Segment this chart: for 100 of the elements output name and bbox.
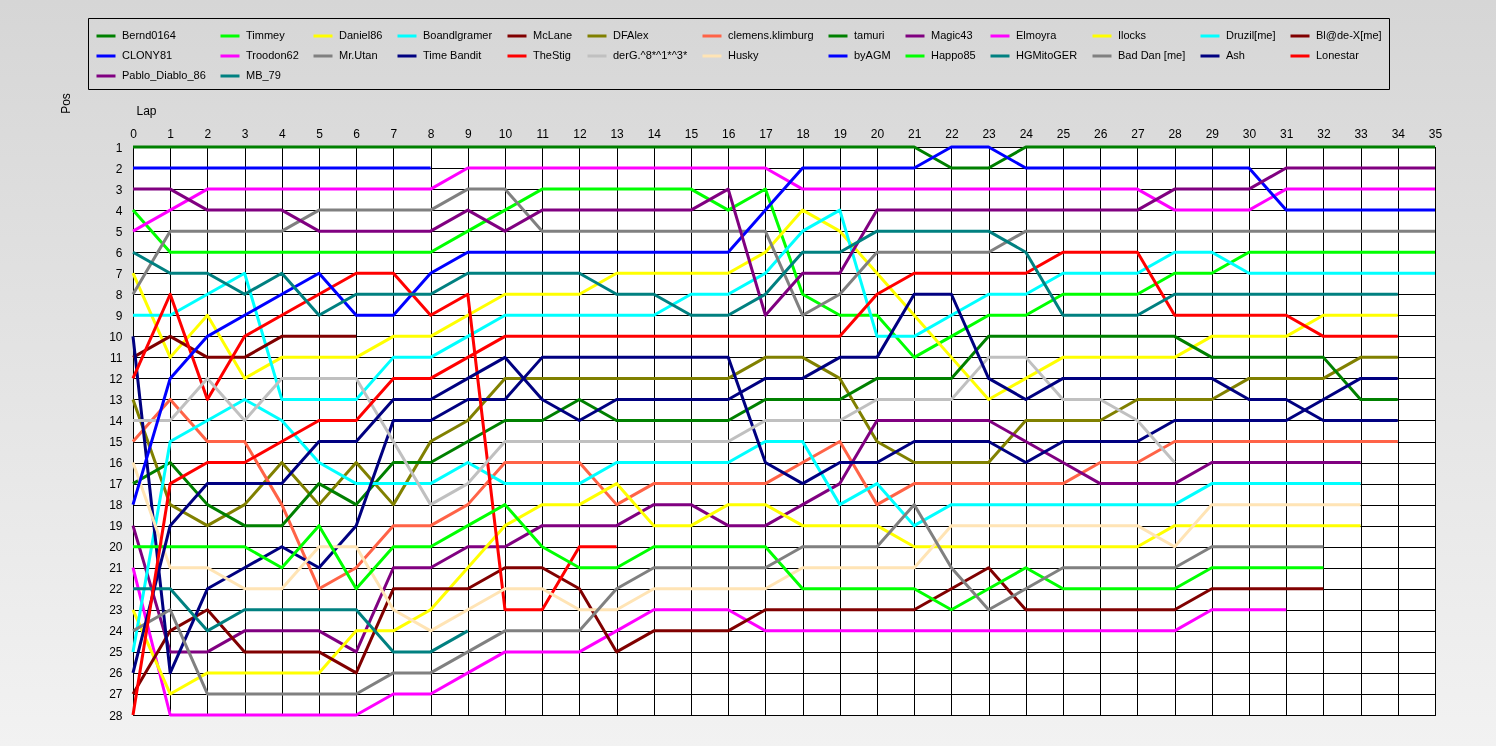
y-tick-label: 25	[109, 645, 123, 660]
x-tick-label: 15	[684, 126, 699, 141]
x-tick-label: 10	[498, 126, 513, 141]
y-tick-label: 20	[109, 540, 123, 555]
x-tick-label: 25	[1056, 126, 1071, 141]
y-tick-label: 27	[109, 687, 123, 702]
x-tick-label: 29	[1205, 126, 1220, 141]
x-axis-title: Lap	[136, 103, 157, 118]
legend-label: Ilocks	[1118, 29, 1147, 41]
legend-label: HGMitoGER	[1016, 49, 1078, 61]
y-tick-label: 15	[109, 435, 123, 450]
x-tick-label: 8	[427, 126, 435, 141]
x-tick-label: 4	[278, 126, 286, 141]
y-tick-label: 24	[109, 624, 123, 639]
x-tick-label: 7	[390, 126, 398, 141]
y-tick-label: 8	[115, 287, 123, 302]
legend-label: Happo85	[931, 49, 976, 61]
x-tick-label: 34	[1391, 126, 1406, 141]
legend-label: Troodon62	[246, 49, 299, 61]
x-tick-label: 24	[1019, 126, 1034, 141]
legend-label: Time Bandit	[423, 49, 482, 61]
y-tick-label: 9	[115, 308, 123, 323]
legend-label: tamuri	[854, 29, 885, 41]
x-tick-label: 9	[464, 126, 472, 141]
line-series	[131, 397, 1400, 591]
legend-label: Lonestar	[1316, 49, 1360, 61]
legend-label: clemens.klimburg	[728, 29, 814, 41]
x-tick-label: 23	[982, 126, 997, 141]
x-tick-label: 0	[130, 126, 138, 141]
line-series	[131, 229, 1400, 317]
legend-label: Pablo_Diablo_86	[122, 69, 206, 81]
legend-label: MB_79	[246, 69, 281, 81]
x-tick-label: 35	[1428, 126, 1443, 141]
legend-label: Elmoyra	[1016, 29, 1058, 41]
line-series	[131, 461, 1363, 633]
line-series	[131, 503, 1325, 612]
legend-label: Husky	[728, 49, 760, 61]
legend-label: Magic43	[931, 29, 973, 41]
x-tick-label: 1	[167, 126, 175, 141]
legend-label: McLane	[533, 29, 573, 41]
legend-label: byAGM	[854, 49, 891, 61]
y-tick-label: 12	[109, 371, 123, 386]
legend-label: CLONY81	[122, 49, 173, 61]
y-tick-label: 10	[109, 329, 123, 344]
legend-label: Druzil[me]	[1226, 29, 1276, 41]
line-series	[131, 145, 1437, 507]
x-tick-label: 27	[1131, 126, 1145, 141]
x-tick-label: 31	[1280, 126, 1294, 141]
legend-label: Bernd0164	[122, 29, 176, 41]
y-tick-label: 4	[115, 203, 123, 218]
line-series	[131, 187, 1437, 359]
y-tick-label: 2	[115, 161, 123, 176]
legend-label: Bad Dan [me]	[1118, 49, 1186, 61]
line-series	[131, 250, 1400, 717]
x-tick-label: 5	[316, 126, 324, 141]
y-tick-label: 28	[109, 708, 123, 723]
line-series	[131, 566, 1325, 696]
legend-label: Daniel86	[339, 29, 383, 41]
x-tick-label: 21	[908, 126, 922, 141]
y-tick-label: 5	[115, 224, 123, 239]
x-tick-label: 30	[1242, 126, 1257, 141]
legend-label: Boandlgramer	[423, 29, 493, 41]
y-tick-label: 7	[115, 266, 123, 281]
x-tick-label: 6	[353, 126, 361, 141]
legend-label: Bl@de-X[me]	[1316, 29, 1382, 41]
legend-label: Timmey	[246, 29, 286, 41]
y-tick-label: 6	[115, 245, 123, 260]
x-tick-label: 28	[1168, 126, 1183, 141]
y-tick-label: 18	[109, 498, 123, 513]
x-tick-label: 18	[796, 126, 811, 141]
line-series	[131, 566, 1288, 717]
y-tick-label: 16	[109, 456, 123, 471]
x-tick-label: 22	[945, 126, 959, 141]
y-tick-label: 17	[109, 477, 123, 492]
y-tick-label: 3	[115, 182, 123, 197]
x-tick-label: 14	[647, 126, 662, 141]
legend-label: Ash	[1226, 49, 1245, 61]
x-tick-label: 19	[833, 126, 848, 141]
y-tick-label: 26	[109, 666, 123, 681]
legend-label: derG.^8*^1*^3*	[613, 49, 688, 61]
x-tick-label: 2	[204, 126, 212, 141]
y-tick-label: 1	[115, 140, 123, 155]
x-tick-label: 33	[1354, 126, 1369, 141]
x-tick-label: 13	[610, 126, 625, 141]
legend-label: Mr.Utan	[339, 49, 378, 61]
x-tick-label: 16	[722, 126, 736, 141]
x-tick-label: 11	[536, 126, 550, 141]
legend-label: TheStig	[533, 49, 571, 61]
x-tick-label: 20	[870, 126, 885, 141]
y-tick-label: 19	[109, 519, 123, 534]
x-tick-label: 3	[241, 126, 249, 141]
x-tick-label: 32	[1317, 126, 1331, 141]
x-tick-label: 12	[573, 126, 587, 141]
y-tick-label: 23	[109, 603, 123, 618]
y-tick-label: 21	[109, 561, 123, 576]
x-tick-label: 17	[759, 126, 773, 141]
line-series	[131, 166, 1437, 233]
line-series	[131, 587, 470, 654]
y-tick-label: 11	[110, 350, 123, 365]
legend-label: DFAlex	[613, 29, 649, 41]
